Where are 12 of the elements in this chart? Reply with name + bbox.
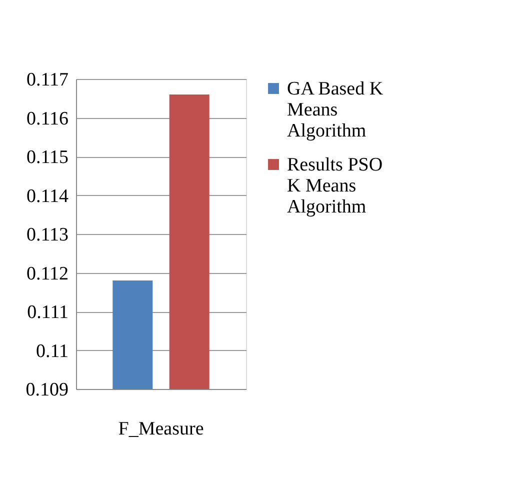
y-tick-label: 0.117	[26, 70, 68, 90]
y-tick-label: 0.111	[27, 302, 68, 323]
x-tick-label: F_Measure	[118, 418, 204, 440]
y-tick-label: 0.11	[36, 340, 68, 362]
y-tick-label: 0.112	[26, 263, 68, 284]
legend-label: GA Based K Means Algorithm	[287, 78, 384, 142]
y-tick-label: 0.109	[26, 380, 68, 400]
y-tick-label: 0.115	[26, 147, 68, 168]
y-tick-label: 0.116	[26, 108, 68, 130]
legend-label: Results PSO K Means Algorithm	[287, 154, 383, 218]
y-tick-label: 0.113	[26, 224, 68, 246]
y-tick-label: 0.114	[26, 186, 69, 207]
